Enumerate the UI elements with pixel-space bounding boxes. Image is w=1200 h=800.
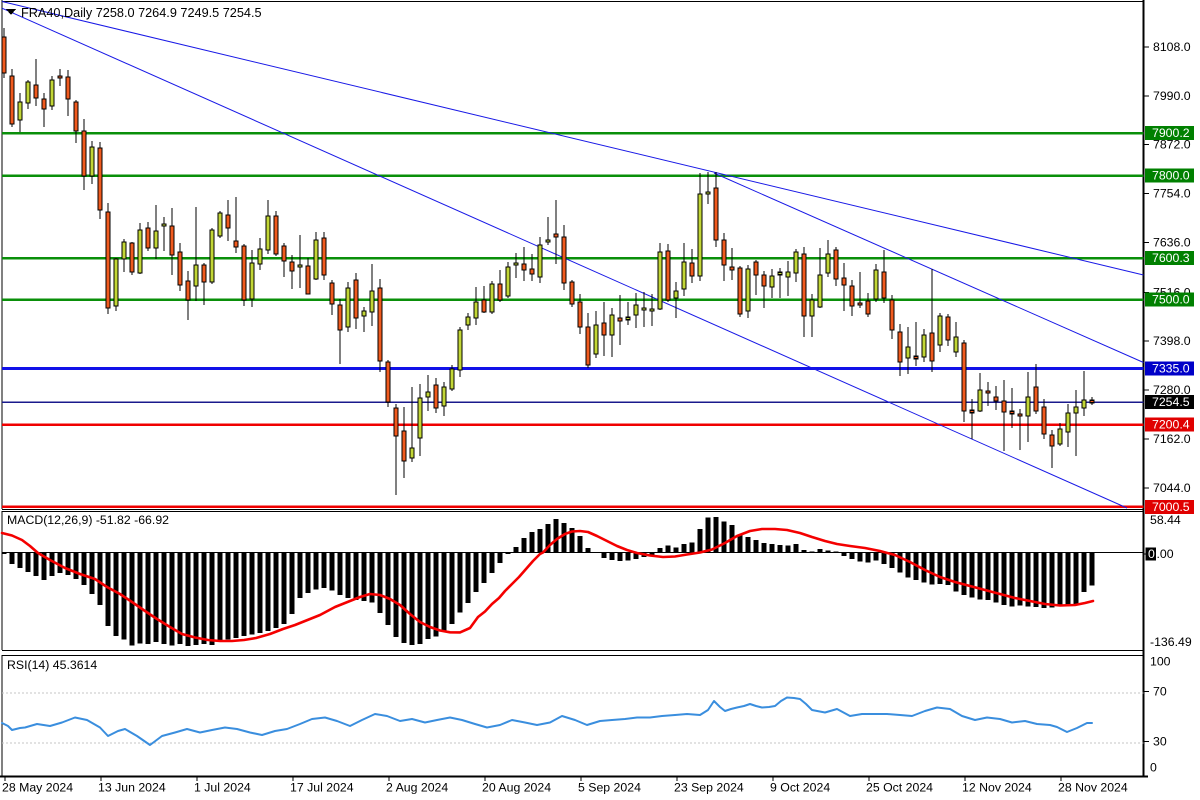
svg-text:7900.2: 7900.2 — [1152, 126, 1190, 140]
svg-text:7800.0: 7800.0 — [1152, 169, 1190, 183]
svg-text:13 Jun 2024: 13 Jun 2024 — [98, 781, 166, 795]
svg-text:-136.49: -136.49 — [1150, 635, 1192, 649]
svg-text:9 Oct 2024: 9 Oct 2024 — [770, 781, 830, 795]
svg-text:7600.3: 7600.3 — [1152, 251, 1190, 265]
svg-text:RSI(14) 45.3614: RSI(14) 45.3614 — [7, 658, 97, 672]
svg-text:7398.0: 7398.0 — [1153, 334, 1191, 348]
svg-text:7200.4: 7200.4 — [1152, 418, 1190, 432]
svg-text:FRA40,Daily 7258.0 7264.9 724: FRA40,Daily 7258.0 7264.9 7249.5 7254.5 — [21, 6, 262, 20]
svg-text:5 Sep 2024: 5 Sep 2024 — [578, 781, 641, 795]
svg-text:100: 100 — [1150, 655, 1171, 669]
svg-text:70: 70 — [1153, 685, 1167, 699]
svg-text:20 Aug 2024: 20 Aug 2024 — [482, 781, 551, 795]
svg-text:23 Sep 2024: 23 Sep 2024 — [674, 781, 744, 795]
svg-text:7636.0: 7636.0 — [1153, 236, 1191, 250]
svg-text:.00: .00 — [1157, 547, 1174, 561]
svg-text:7990.0: 7990.0 — [1153, 89, 1191, 103]
svg-text:7000.5: 7000.5 — [1152, 500, 1190, 514]
svg-text:7500.0: 7500.0 — [1152, 293, 1190, 307]
svg-text:17 Jul 2024: 17 Jul 2024 — [290, 781, 354, 795]
svg-text:7280.0: 7280.0 — [1153, 383, 1191, 397]
svg-text:7754.0: 7754.0 — [1153, 187, 1191, 201]
svg-text:2 Aug 2024: 2 Aug 2024 — [386, 781, 448, 795]
svg-text:MACD(12,26,9) -51.82 -66.92: MACD(12,26,9) -51.82 -66.92 — [7, 513, 169, 527]
svg-text:7044.0: 7044.0 — [1153, 481, 1191, 495]
svg-text:28 Nov 2024: 28 Nov 2024 — [1058, 781, 1128, 795]
svg-text:8108.0: 8108.0 — [1153, 40, 1191, 54]
svg-text:7335.0: 7335.0 — [1152, 362, 1190, 376]
svg-text:7872.0: 7872.0 — [1153, 138, 1191, 152]
svg-text:58.44: 58.44 — [1150, 513, 1181, 527]
svg-text:28 May 2024: 28 May 2024 — [2, 781, 73, 795]
svg-text:30: 30 — [1153, 735, 1167, 749]
svg-text:7162.0: 7162.0 — [1153, 432, 1191, 446]
svg-text:7254.5: 7254.5 — [1152, 395, 1190, 409]
svg-text:0: 0 — [1148, 547, 1155, 561]
svg-text:1 Jul 2024: 1 Jul 2024 — [194, 781, 251, 795]
svg-text:25 Oct 2024: 25 Oct 2024 — [866, 781, 933, 795]
svg-text:12 Nov 2024: 12 Nov 2024 — [962, 781, 1032, 795]
svg-text:0: 0 — [1150, 761, 1157, 775]
